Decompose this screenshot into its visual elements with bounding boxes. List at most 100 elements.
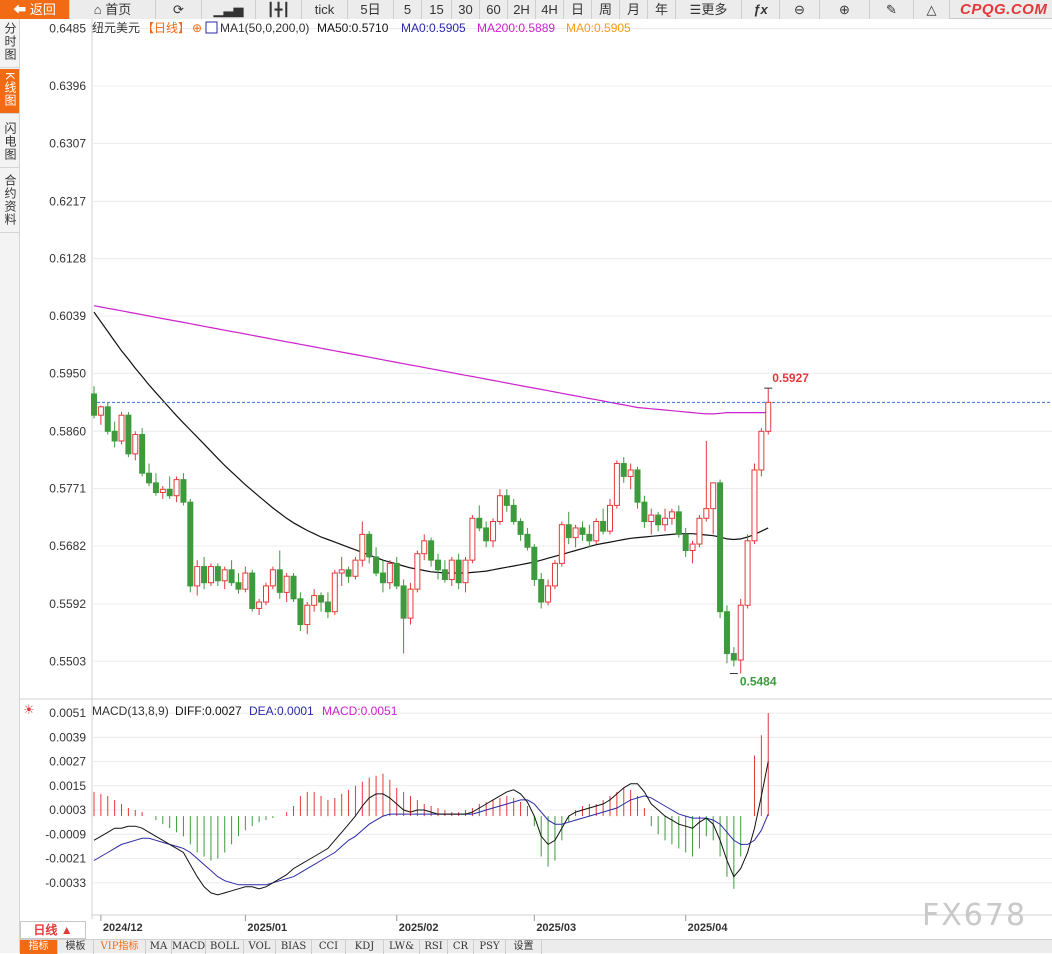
candle-body: [207, 566, 214, 584]
candle-chart-button[interactable]: ┃╋┃: [256, 0, 302, 19]
candle-body: [662, 517, 669, 526]
brand-logo: CPQG.COM: [960, 1, 1048, 18]
date-tick-label: 2025/02: [399, 922, 439, 934]
indicator-tab[interactable]: 模板: [58, 940, 94, 954]
indicator-tabs: 指标 模板 VIP指标 MA MACD BOLL VOL BIAS CCI KDJ LW& RSI CR…: [20, 939, 1052, 954]
home-icon: ⌂: [93, 2, 102, 17]
dea-line: [93, 795, 769, 886]
bar-chart-button[interactable]: ▁▃▅: [202, 0, 256, 19]
more-button[interactable]: ☰更多: [676, 0, 742, 19]
period-day[interactable]: 日: [564, 0, 592, 19]
shape-button[interactable]: △: [914, 0, 950, 19]
home-button[interactable]: ⌂ 首页: [70, 0, 156, 19]
macd-settings-icon[interactable]: ☀: [23, 702, 35, 717]
candle-body: [503, 495, 510, 506]
refresh-button[interactable]: ⟳: [156, 0, 202, 19]
price-tick-label: 0.6217: [49, 194, 86, 208]
period-month[interactable]: 月: [620, 0, 648, 19]
triangle-icon: △: [926, 2, 937, 17]
period-selector[interactable]: 日线 ▲: [20, 921, 86, 939]
indicator-tab[interactable]: VOL: [244, 940, 276, 954]
indicator-tab[interactable]: 设置: [506, 940, 542, 954]
period-5day[interactable]: 5日: [348, 0, 394, 19]
legend-settings-icon[interactable]: ⊕: [192, 21, 202, 35]
price-tick-label: 0.6307: [49, 136, 86, 150]
date-tick-label: 2024/12: [103, 922, 143, 934]
menu-icon: ☰: [689, 2, 702, 17]
indicator-tab[interactable]: CR: [448, 940, 474, 954]
indicator-tab[interactable]: 指标: [20, 940, 58, 954]
indicator-tab[interactable]: LW&: [384, 940, 420, 954]
tab-kline[interactable]: K线图: [0, 69, 19, 115]
ma50-line: [93, 311, 769, 574]
date-tick-label: 2025/04: [688, 922, 729, 934]
candle-body: [187, 501, 194, 587]
period-week[interactable]: 周: [592, 0, 620, 19]
indicator-tab[interactable]: MA: [146, 940, 172, 954]
candle-body: [483, 527, 490, 542]
candle-body: [214, 566, 221, 582]
macd-tick-label: 0.0027: [49, 755, 86, 769]
macd-tick-label: 0.0039: [49, 730, 86, 744]
indicator-tab[interactable]: BOLL: [206, 940, 244, 954]
pencil-icon: ✎: [886, 2, 897, 17]
period-2h[interactable]: 2H: [508, 0, 536, 19]
zoom-out-icon: ⊖: [794, 2, 805, 17]
indicator-tab[interactable]: PSY: [474, 940, 506, 954]
candle-body: [579, 527, 586, 535]
tick-button[interactable]: tick: [302, 0, 348, 19]
candle-body: [593, 521, 600, 542]
price-tick-label: 0.5950: [49, 366, 86, 380]
macd-tick-label: 0.0051: [49, 706, 86, 720]
candle-body: [297, 598, 304, 626]
diff-line: [93, 761, 769, 896]
indicator-tab[interactable]: KDJ: [346, 940, 384, 954]
function-icon: ƒx: [753, 2, 768, 17]
candle-body: [324, 601, 331, 613]
legend-ma200: MA200:0.5889: [477, 21, 555, 35]
candle-body: [441, 569, 448, 580]
period-30[interactable]: 30: [452, 0, 480, 19]
zoom-in-icon: ⊕: [839, 2, 850, 17]
tab-timeshare[interactable]: 分时图: [0, 19, 19, 68]
indicator-tab[interactable]: CCI: [312, 940, 346, 954]
candle-body: [256, 601, 263, 609]
macd-legend-dea: DEA:0.0001: [249, 704, 314, 718]
function-button[interactable]: ƒx: [742, 0, 780, 19]
period-60[interactable]: 60: [480, 0, 508, 19]
indicator-tab[interactable]: BIAS: [276, 940, 312, 954]
period-5[interactable]: 5: [394, 0, 422, 19]
zoom-out-button[interactable]: ⊖: [780, 0, 820, 19]
candle-body: [352, 559, 359, 577]
ma200-line: [93, 305, 769, 415]
candle-body: [359, 533, 366, 561]
macd-legend-macd: MACD:0.0051: [322, 704, 398, 718]
period-15[interactable]: 15: [422, 0, 452, 19]
candle-body: [682, 533, 689, 551]
candle-body: [737, 604, 744, 661]
draw-button[interactable]: ✎: [870, 0, 914, 19]
candle-body: [428, 540, 435, 561]
zoom-in-button[interactable]: ⊕: [820, 0, 870, 19]
chart-svg[interactable]: 0.6485 0.6396 0.6307 0.6217 0.6128 0.6039 0.59…: [20, 19, 1052, 939]
period-4h[interactable]: 4H: [536, 0, 564, 19]
candle-body: [558, 524, 565, 564]
candle-body: [758, 430, 765, 471]
candle-body: [345, 569, 352, 577]
period-year[interactable]: 年: [648, 0, 676, 19]
indicator-tab[interactable]: VIP指标: [94, 940, 146, 954]
indicator-tab[interactable]: MACD: [172, 940, 206, 954]
legend-ma-icon[interactable]: [205, 21, 218, 34]
chart-area[interactable]: 0.6485 0.6396 0.6307 0.6217 0.6128 0.6039 0.59…: [20, 19, 1052, 939]
candle-body: [386, 562, 393, 584]
tab-flash[interactable]: 闪电图: [0, 119, 19, 168]
legend-period: 【日线】: [142, 21, 190, 35]
tab-contract-info[interactable]: 合约资料: [0, 171, 19, 233]
candle-body: [97, 406, 104, 416]
indicator-tab[interactable]: RSI: [420, 940, 448, 954]
candle-body: [607, 504, 613, 532]
candle-body: [765, 401, 772, 432]
back-button[interactable]: ⬅ 返回: [0, 0, 70, 19]
price-tick-label: 0.5503: [49, 654, 86, 668]
candle-body: [600, 521, 607, 532]
